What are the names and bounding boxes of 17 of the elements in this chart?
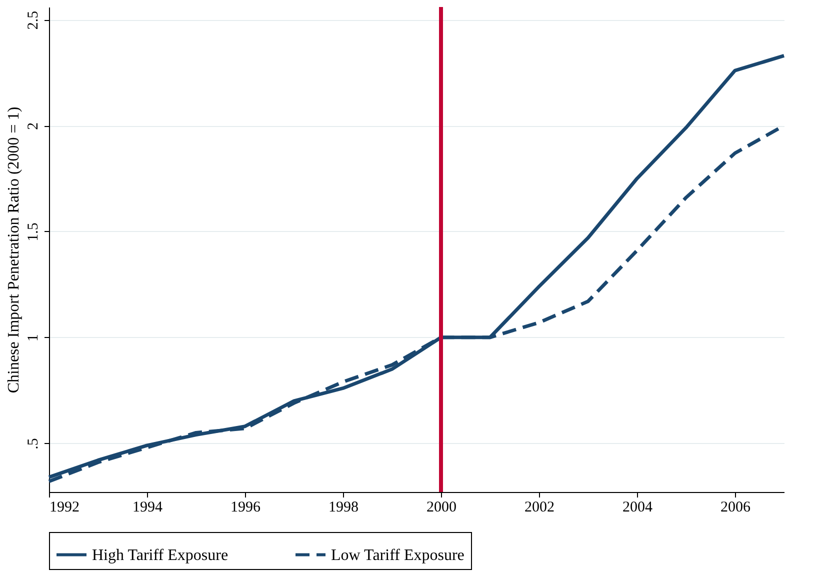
y-tick-label: 2.5 [26, 10, 42, 30]
y-tick-label: 2 [26, 122, 42, 130]
x-tick-label: 2000 [426, 500, 456, 516]
y-tick-label: .5 [26, 438, 42, 450]
x-tick-label: 1992 [50, 500, 80, 516]
legend-label: Low Tariff Exposure [331, 546, 464, 564]
legend-label: High Tariff Exposure [92, 546, 228, 564]
x-tick-label: 2002 [524, 500, 554, 516]
x-tick-label: 1996 [230, 500, 261, 516]
x-tick-label: 1998 [328, 500, 358, 516]
y-tick-label: 1 [26, 334, 42, 342]
line-series [47, 54, 786, 479]
x-tick-label: 2006 [720, 500, 751, 516]
y-tick-label: 1.5 [26, 222, 42, 242]
x-tick-label: 2004 [622, 500, 653, 516]
y-axis-title: Chinese Import Penetration Ratio (2000 = 1) [6, 106, 22, 394]
x-tick-label: 1994 [132, 500, 163, 516]
